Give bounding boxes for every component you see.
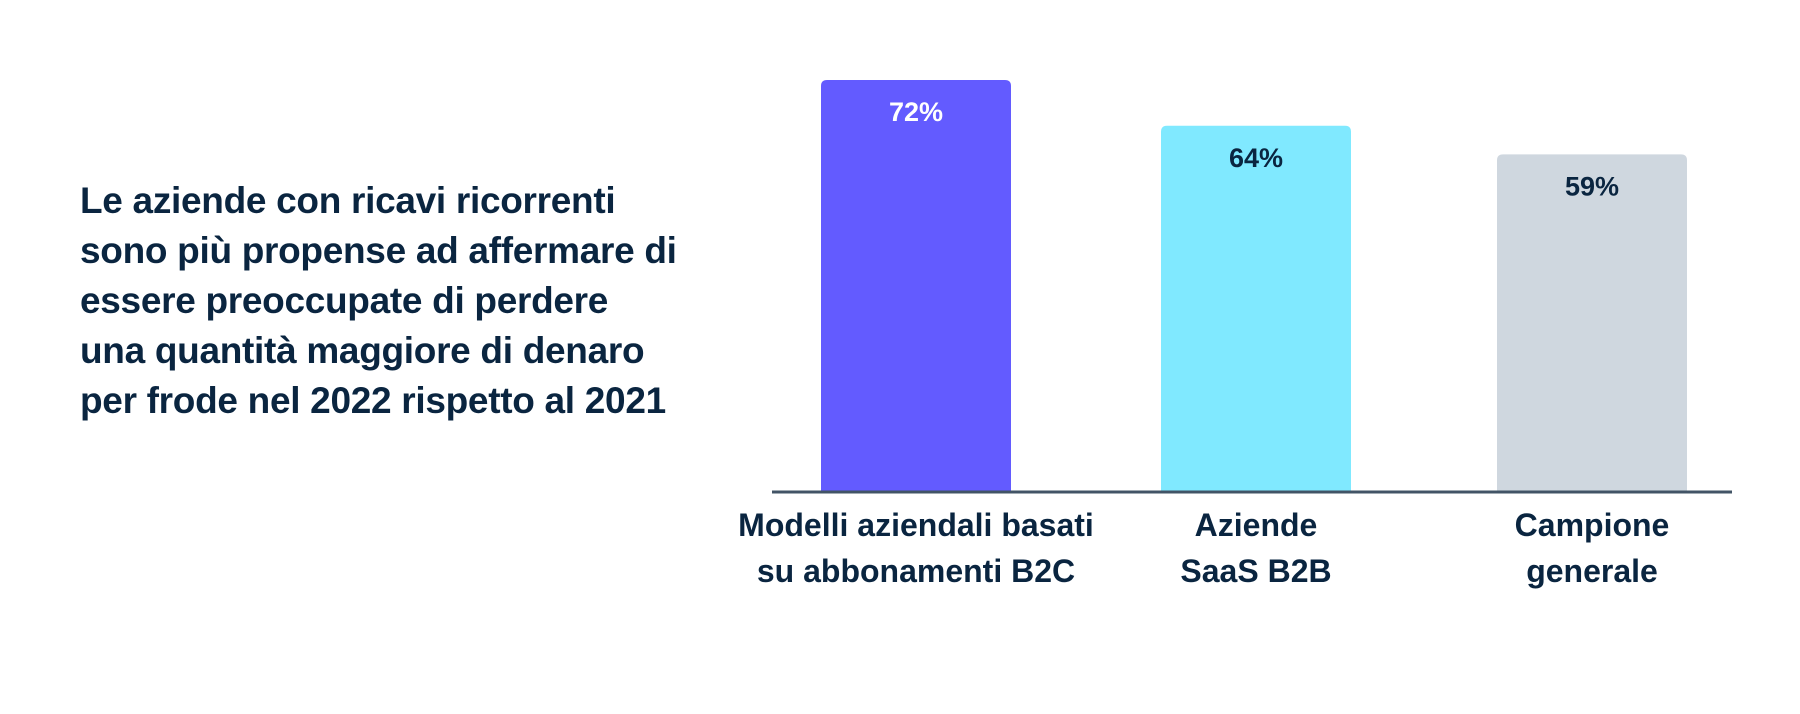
bar-2 [1161,125,1351,493]
category-label-line: Campione [1515,507,1670,543]
bar-value-label-2: 64% [1229,143,1283,173]
category-label-1: Modelli aziendali basati su abbonamenti B… [738,507,1094,589]
category-label-line: Modelli aziendali basati [738,507,1094,543]
bar-value-label-3: 59% [1565,171,1619,201]
category-label-2: Aziende SaaS B2B [1180,507,1331,589]
bar-3 [1497,154,1687,492]
category-label-line: SaaS B2B [1180,553,1331,589]
category-label-3: Campione generale [1515,507,1670,589]
bars-group [821,80,1687,493]
chart-headline: Le aziende con ricavi ricorrenti sono pi… [80,180,677,421]
bar-1 [821,80,1011,492]
category-label-line: generale [1526,553,1658,589]
bar-value-label-1: 72% [889,97,943,127]
category-label-line: Aziende [1195,507,1318,543]
labels-group: 72% Modelli aziendali basati su abbonament… [738,97,1669,589]
category-label-line: su abbonamenti B2C [757,553,1075,589]
